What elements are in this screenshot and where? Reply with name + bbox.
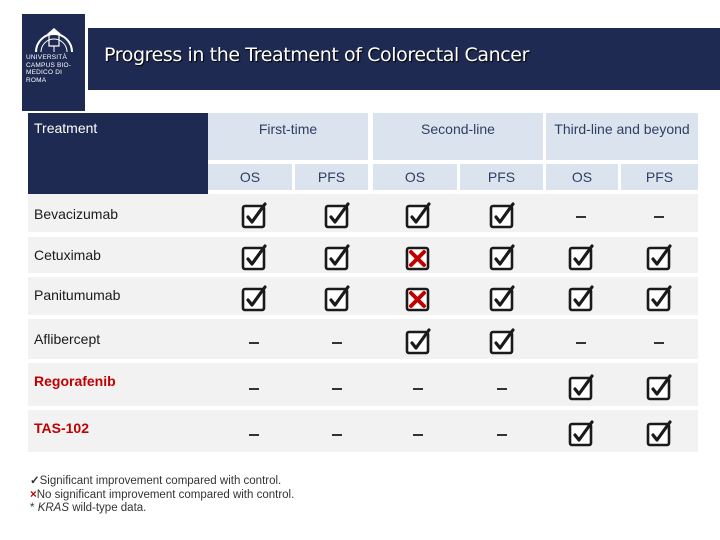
checkbox-check-icon: [487, 327, 517, 357]
dash-mark: [332, 342, 342, 344]
legend-x: ×No significant improvement compared wit…: [30, 489, 294, 503]
drug-name: Cetuximab: [34, 247, 101, 263]
dash-mark: [576, 342, 586, 344]
legend-check: ✓Significant improvement compared with c…: [30, 475, 294, 489]
subheader-second-os: OS: [373, 164, 457, 190]
checkbox-check-icon: [644, 284, 674, 314]
checkbox-check-icon: [487, 243, 517, 273]
table-row: [28, 277, 698, 315]
table-row: [28, 194, 698, 232]
checkbox-check-icon: [487, 284, 517, 314]
header-second-line: Second-line: [373, 113, 543, 160]
subheader-first-pfs: PFS: [295, 164, 368, 190]
dash-mark: [413, 434, 423, 436]
table-row: [28, 319, 698, 359]
subheader-second-pfs: PFS: [460, 164, 543, 190]
legend: ✓Significant improvement compared with c…: [30, 475, 294, 516]
legend-x-text: No significant improvement compared with…: [36, 488, 295, 501]
drug-name: Bevacizumab: [34, 206, 119, 222]
seal-icon: [35, 28, 73, 53]
checkbox-check-icon: [322, 284, 352, 314]
check-icon: ✓: [30, 475, 40, 487]
checkbox-check-icon: [322, 201, 352, 231]
legend-star-text: wild-type data.: [69, 502, 147, 514]
subheader-third-pfs: PFS: [621, 164, 698, 190]
checkbox-cross-icon: [403, 284, 433, 314]
title-bar: [22, 28, 720, 90]
dash-mark: [497, 434, 507, 436]
dash-mark: [249, 387, 259, 390]
dash-mark: [332, 434, 342, 436]
checkbox-check-icon: [487, 201, 517, 231]
checkbox-check-icon: [239, 284, 269, 314]
legend-check-text: Significant improvement compared with co…: [39, 475, 282, 487]
checkbox-check-icon: [566, 373, 596, 403]
legend-kras: KRAS: [37, 502, 70, 514]
header-first-line: First-time: [208, 113, 368, 160]
table-row: [28, 410, 698, 452]
dash-mark: [249, 342, 259, 344]
checkbox-check-icon: [566, 284, 596, 314]
treatment-table: Treatment First-time Second-line Third-l…: [28, 113, 698, 457]
table-row: [28, 237, 698, 273]
checkbox-check-icon: [644, 243, 674, 273]
drug-name: Panitumumab: [34, 287, 121, 303]
checkbox-check-icon: [239, 201, 269, 231]
checkbox-check-icon: [403, 201, 433, 231]
header-third-line: Third-line and beyond: [546, 113, 698, 160]
slide-title: Progress in the Treatment of Colorectal …: [104, 44, 530, 66]
subheader-first-os: OS: [208, 164, 292, 190]
treatment-header: Treatment: [28, 113, 208, 194]
checkbox-cross-icon: [403, 243, 433, 273]
legend-star: * KRAS wild-type data.: [30, 502, 294, 516]
checkbox-check-icon: [644, 419, 674, 449]
checkbox-check-icon: [403, 327, 433, 357]
table-row: [28, 363, 698, 406]
drug-name: Aflibercept: [34, 331, 101, 347]
dash-mark: [654, 216, 664, 218]
checkbox-check-icon: [239, 243, 269, 273]
checkbox-check-icon: [566, 243, 596, 273]
checkbox-check-icon: [566, 419, 596, 449]
checkbox-check-icon: [644, 373, 674, 403]
cross-icon: ×: [30, 488, 37, 501]
dash-mark: [413, 387, 423, 390]
checkbox-check-icon: [322, 243, 352, 273]
university-logo: UNIVERSITÀ CAMPUS BIO-MEDICO DI ROMA: [22, 14, 88, 111]
dash-mark: [576, 216, 586, 218]
dash-mark: [332, 387, 342, 390]
logo-text: UNIVERSITÀ CAMPUS BIO-MEDICO DI ROMA: [26, 54, 72, 84]
dash-mark: [249, 434, 259, 436]
asterisk-icon: *: [30, 502, 35, 514]
dash-mark: [654, 342, 664, 344]
subheader-third-os: OS: [546, 164, 618, 190]
drug-name: Regorafenib: [34, 373, 116, 389]
drug-name: TAS-102: [34, 420, 89, 436]
dash-mark: [497, 387, 507, 390]
